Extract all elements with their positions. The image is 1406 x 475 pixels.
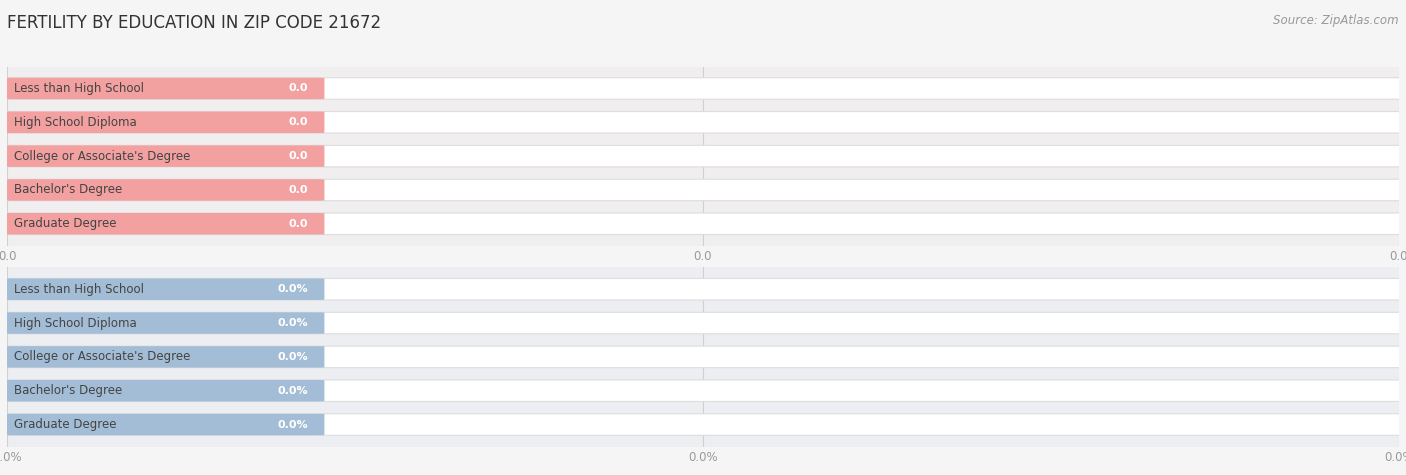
Text: 0.0: 0.0 [288, 151, 308, 161]
Text: Graduate Degree: Graduate Degree [14, 217, 117, 230]
FancyBboxPatch shape [0, 112, 1406, 133]
Text: 0.0%: 0.0% [277, 386, 308, 396]
FancyBboxPatch shape [0, 312, 1406, 334]
Text: College or Associate's Degree: College or Associate's Degree [14, 351, 190, 363]
Text: High School Diploma: High School Diploma [14, 316, 136, 330]
Text: 0.0%: 0.0% [277, 284, 308, 294]
FancyBboxPatch shape [0, 414, 1406, 435]
FancyBboxPatch shape [0, 278, 325, 300]
Text: 0.0%: 0.0% [277, 318, 308, 328]
Text: 0.0: 0.0 [288, 185, 308, 195]
Text: 0.0%: 0.0% [277, 419, 308, 429]
Text: Bachelor's Degree: Bachelor's Degree [14, 183, 122, 197]
Text: Graduate Degree: Graduate Degree [14, 418, 117, 431]
FancyBboxPatch shape [0, 145, 1406, 167]
FancyBboxPatch shape [0, 213, 1406, 235]
Text: FERTILITY BY EDUCATION IN ZIP CODE 21672: FERTILITY BY EDUCATION IN ZIP CODE 21672 [7, 14, 381, 32]
Text: 0.0%: 0.0% [277, 352, 308, 362]
Text: Source: ZipAtlas.com: Source: ZipAtlas.com [1274, 14, 1399, 27]
FancyBboxPatch shape [0, 312, 325, 334]
FancyBboxPatch shape [0, 112, 325, 133]
FancyBboxPatch shape [0, 380, 325, 401]
FancyBboxPatch shape [0, 145, 325, 167]
FancyBboxPatch shape [0, 179, 325, 201]
Text: Bachelor's Degree: Bachelor's Degree [14, 384, 122, 397]
FancyBboxPatch shape [0, 179, 1406, 201]
FancyBboxPatch shape [0, 346, 325, 368]
FancyBboxPatch shape [0, 78, 325, 99]
Text: Less than High School: Less than High School [14, 283, 143, 296]
FancyBboxPatch shape [0, 78, 1406, 99]
FancyBboxPatch shape [0, 278, 1406, 300]
Text: College or Associate's Degree: College or Associate's Degree [14, 150, 190, 162]
Text: 0.0: 0.0 [288, 219, 308, 229]
Text: 0.0: 0.0 [288, 117, 308, 127]
FancyBboxPatch shape [0, 414, 325, 435]
Text: 0.0: 0.0 [288, 84, 308, 94]
FancyBboxPatch shape [0, 380, 1406, 401]
FancyBboxPatch shape [0, 213, 325, 235]
Text: High School Diploma: High School Diploma [14, 116, 136, 129]
Text: Less than High School: Less than High School [14, 82, 143, 95]
FancyBboxPatch shape [0, 346, 1406, 368]
